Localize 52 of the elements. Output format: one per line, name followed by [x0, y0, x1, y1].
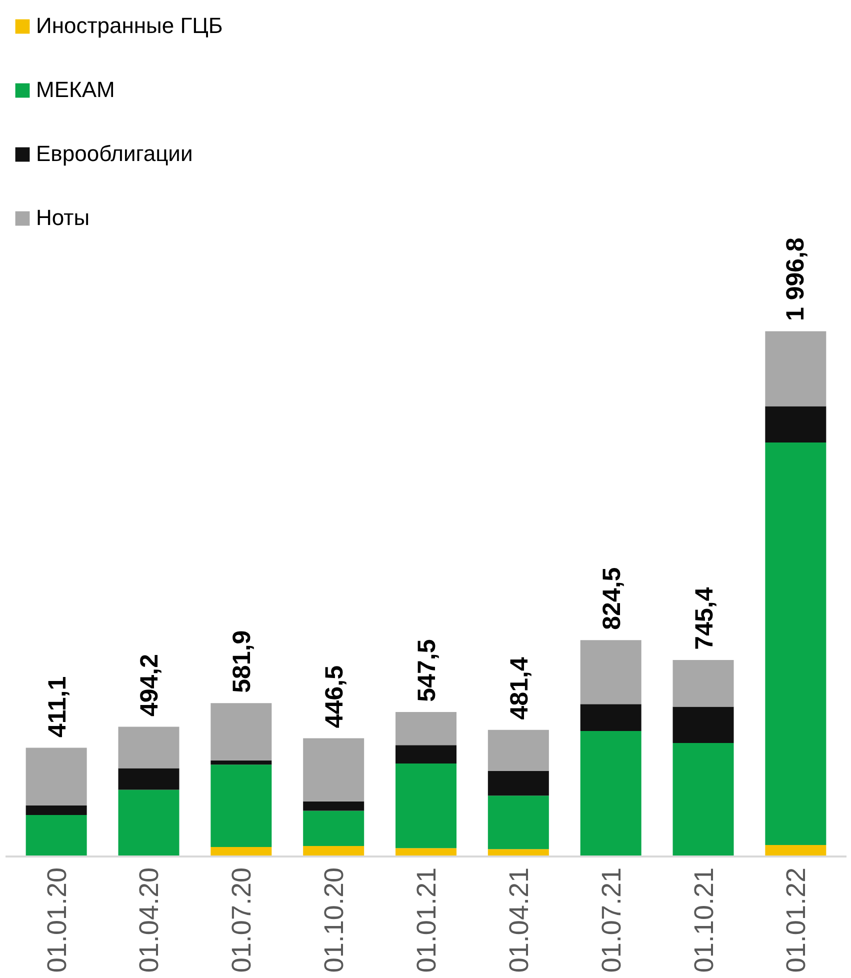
bar [396, 764, 456, 848]
bar [396, 712, 456, 746]
bar [672, 660, 734, 707]
bar [488, 796, 549, 850]
x-tick-label: 01.04.21 [504, 867, 534, 973]
annotation: 547,5 [413, 639, 441, 702]
bar [303, 846, 364, 856]
bar [580, 730, 642, 856]
bar [580, 640, 642, 704]
legend-label: Иностранные ГЦБ [36, 13, 223, 39]
bar [580, 704, 642, 731]
x-tick-label: 01.01.20 [42, 867, 72, 973]
bar [210, 703, 272, 760]
bar [672, 706, 734, 744]
x-tick-label: 01.10.20 [319, 867, 350, 973]
legend-label: Ноты [36, 205, 90, 231]
bar [303, 738, 364, 802]
annotation: 1 996,8 [782, 237, 810, 321]
annotation: 494,2 [136, 654, 164, 717]
bar [118, 768, 180, 790]
bar [210, 764, 272, 848]
bar [26, 815, 87, 856]
bar [765, 844, 826, 856]
annotation: 581,9 [228, 630, 256, 693]
bar [26, 806, 87, 815]
bar [118, 790, 180, 856]
bar [765, 442, 826, 845]
annotation: 745,4 [690, 587, 718, 650]
annotation: 824,5 [598, 567, 626, 630]
legend-label: МЕКАМ [36, 77, 115, 103]
annotation: 481,4 [505, 657, 534, 720]
bar [672, 743, 734, 856]
bar [118, 726, 180, 768]
bar [210, 847, 272, 856]
bar [396, 745, 456, 764]
bar [26, 748, 87, 806]
bar [303, 801, 364, 811]
bar [303, 810, 364, 846]
x-tick-label: 01.04.20 [134, 867, 164, 973]
x-tick-label: 01.01.22 [781, 867, 812, 973]
bar [488, 730, 549, 771]
legend-label: Еврооблигации [36, 141, 193, 167]
x-tick-label: 01.07.20 [226, 867, 257, 973]
x-tick-label: 01.01.21 [412, 867, 442, 973]
bar [765, 331, 826, 406]
x-tick-label: 01.10.21 [688, 867, 719, 973]
bar [210, 760, 272, 765]
bar [488, 770, 549, 796]
bar [765, 406, 826, 443]
annotation: 446,5 [320, 665, 349, 728]
x-tick-label: 01.07.21 [596, 867, 626, 973]
annotation: 411,1 [43, 676, 72, 738]
